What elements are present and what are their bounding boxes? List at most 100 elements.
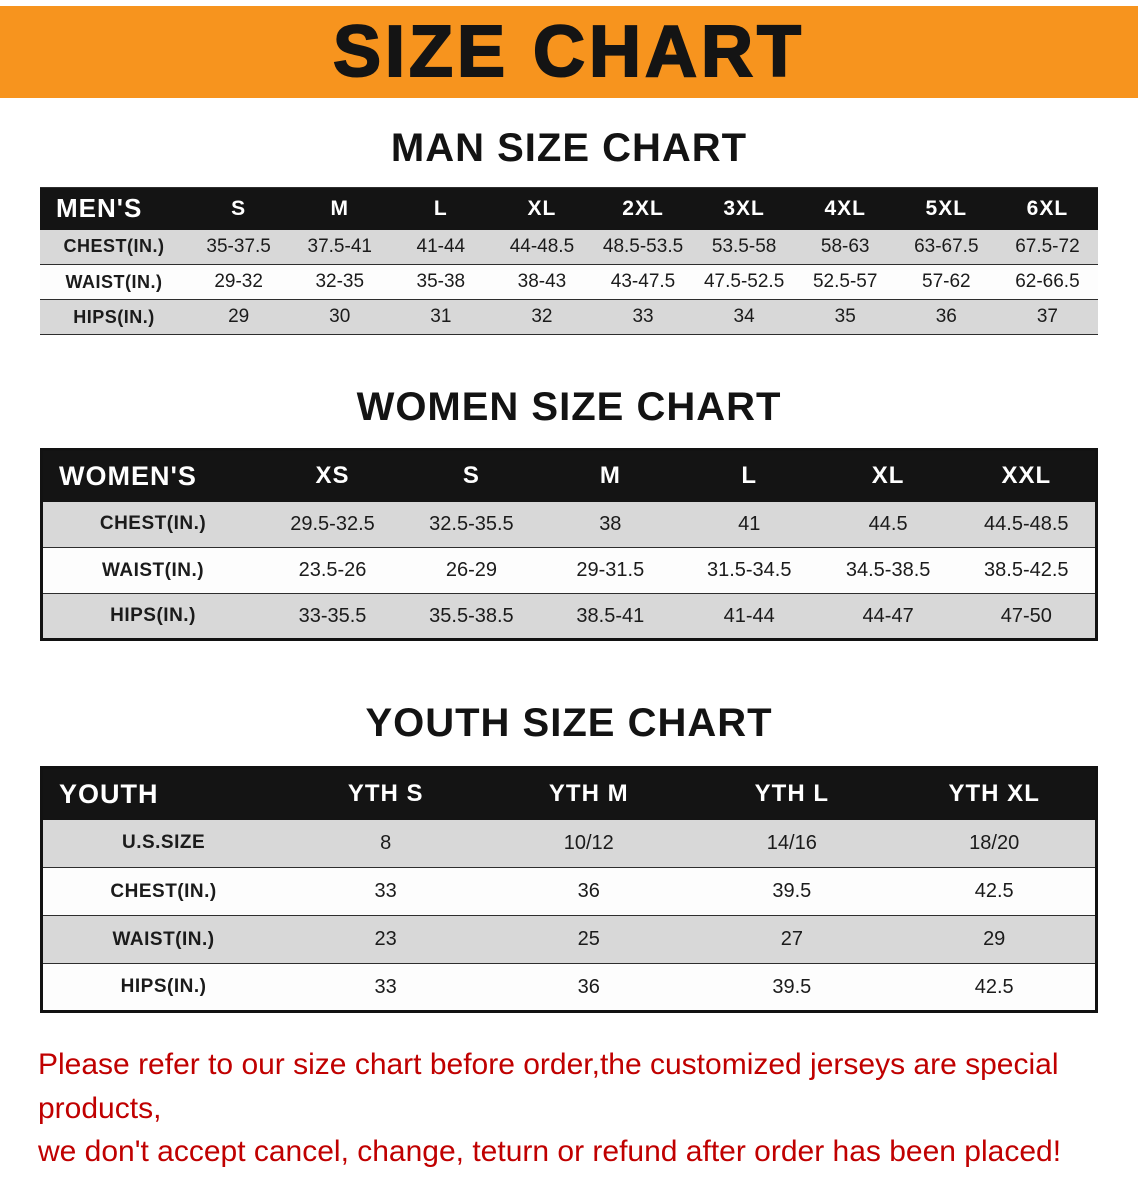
value-cell: 38.5-42.5 — [984, 559, 1069, 581]
size-header-cell: XL — [491, 187, 593, 230]
size-header-cell: M — [289, 187, 391, 230]
value-cell: 8 — [380, 831, 392, 854]
banner-title: SIZE CHART — [332, 11, 805, 93]
value-cell: 29-32 — [214, 271, 263, 292]
value-cell: 23.5-26 — [298, 559, 367, 581]
value-cell: 30 — [329, 306, 351, 327]
value-cell: 44-48.5 — [509, 235, 575, 257]
value-cell: 63-67.5 — [914, 235, 979, 257]
youth-size-table: YOUTH YTH S YTH M YTH L YTH XL U.S.SIZE 8 10/12… — [40, 766, 1098, 1013]
value-cell: 34 — [733, 306, 755, 327]
value-cell: 32 — [531, 306, 553, 327]
value-cell: 37 — [1036, 306, 1058, 327]
value-cell: 32.5-35.5 — [429, 512, 514, 535]
value-cell: 29 — [228, 306, 250, 327]
value-cell: 41 — [738, 512, 761, 535]
value-cell: 35-38 — [416, 271, 466, 292]
measurement-row: CHEST(IN.) 33 36 39.5 42.5 — [41, 867, 1097, 916]
row-label-cell: WAIST(IN.) — [112, 928, 215, 950]
table-header-row: YOUTH YTH S YTH M YTH L YTH XL — [41, 767, 1097, 820]
value-cell: 29-31.5 — [576, 559, 645, 581]
row-label-cell: WAIST(IN.) — [65, 271, 163, 292]
measurement-row: U.S.SIZE 8 10/12 14/16 18/20 — [41, 819, 1097, 868]
men-section-heading: MAN SIZE CHART — [390, 126, 748, 170]
value-cell: 52.5-57 — [812, 271, 878, 292]
value-cell: 43-47.5 — [610, 271, 676, 292]
size-header-cell: 6XL — [996, 187, 1098, 230]
size-header-cell: YTH M — [487, 767, 691, 820]
value-cell: 62-66.5 — [1015, 271, 1080, 292]
row-label-cell: HIPS(IN.) — [110, 605, 196, 626]
youth-size-section: YOUTH SIZE CHART YOUTH YTH S YTH M YTH L YTH… — [0, 701, 1138, 1013]
value-cell: 31.5-34.5 — [706, 559, 792, 581]
table-title-cell: MEN'S — [40, 187, 189, 230]
value-cell: 33 — [632, 306, 654, 327]
men-size-table: MEN'S S M L XL 2XL 3XL 4XL 5XL 6XL CHEST(IN.) 35-37… — [40, 187, 1098, 335]
value-cell: 44-47 — [862, 604, 914, 627]
value-cell: 38.5-41 — [576, 604, 645, 627]
value-cell: 25 — [577, 928, 600, 950]
size-header-cell: S — [188, 187, 290, 230]
value-cell: 47.5-52.5 — [703, 271, 785, 292]
value-cell: 44.5-48.5 — [984, 512, 1069, 535]
value-cell: 26-29 — [445, 559, 497, 581]
table-title-cell: YOUTH — [41, 767, 285, 820]
row-label-cell: CHEST(IN.) — [63, 236, 165, 257]
value-cell: 53.5-58 — [711, 235, 777, 257]
value-cell: 34.5-38.5 — [845, 559, 931, 581]
row-label-cell: HIPS(IN.) — [120, 976, 207, 997]
value-cell: 41-44 — [723, 604, 775, 627]
value-cell: 36 — [935, 306, 957, 327]
value-cell: 42.5 — [974, 975, 1014, 998]
row-label-cell: WAIST(IN.) — [101, 559, 205, 581]
measurement-row: HIPS(IN.) 29 30 31 32 33 34 35 36 37 — [40, 299, 1098, 335]
value-cell: 29.5-32.5 — [290, 512, 375, 535]
row-label-cell: CHEST(IN.) — [99, 513, 207, 535]
value-cell: 10/12 — [563, 831, 614, 854]
value-cell: 31 — [430, 306, 452, 327]
row-label-cell: U.S.SIZE — [121, 832, 206, 854]
disclaimer-note: Please refer to our size chart before or… — [38, 1043, 1100, 1174]
value-cell: 44.5 — [868, 512, 908, 535]
table-header-row: WOMEN'S XS S M L XL XXL — [41, 449, 1097, 502]
measurement-row: CHEST(IN.) 29.5-32.5 32.5-35.5 38 41 44.5 44.5… — [41, 501, 1097, 548]
size-header-cell: M — [540, 449, 680, 502]
size-header-cell: YTH XL — [893, 767, 1097, 820]
value-cell: 29 — [983, 928, 1006, 950]
disclaimer-line-2: we don't accept cancel, change, teturn o… — [38, 1135, 1062, 1168]
value-cell: 67.5-72 — [1015, 235, 1080, 257]
value-cell: 14/16 — [766, 831, 817, 854]
size-header-cell: S — [401, 449, 541, 502]
value-cell: 38-43 — [517, 271, 567, 292]
value-cell: 33-35.5 — [298, 604, 367, 627]
value-cell: 42.5 — [974, 880, 1014, 902]
disclaimer-line-1: Please refer to our size chart before or… — [38, 1048, 1059, 1125]
value-cell: 27 — [780, 928, 803, 950]
table-header-row: MEN'S S M L XL 2XL 3XL 4XL 5XL 6XL — [40, 187, 1098, 230]
value-cell: 33 — [374, 975, 397, 998]
value-cell: 57-62 — [922, 271, 971, 292]
measurement-row: WAIST(IN.) 23 25 27 29 — [41, 915, 1097, 964]
value-cell: 36 — [577, 975, 600, 998]
value-cell: 18/20 — [969, 831, 1020, 854]
size-header-cell: XXL — [957, 449, 1097, 502]
size-header-cell: 5XL — [895, 187, 997, 230]
size-header-cell: 4XL — [794, 187, 896, 230]
value-cell: 41-44 — [416, 235, 466, 257]
size-header-cell: YTH L — [690, 767, 894, 820]
size-header-cell: XL — [818, 449, 958, 502]
measurement-row: CHEST(IN.) 35-37.5 37.5-41 41-44 44-48.5 48.5… — [40, 229, 1098, 265]
value-cell: 39.5 — [772, 880, 812, 902]
value-cell: 33 — [374, 880, 397, 902]
measurement-row: HIPS(IN.) 33 36 39.5 42.5 — [41, 963, 1097, 1012]
value-cell: 35-37.5 — [206, 235, 271, 257]
value-cell: 38 — [599, 512, 622, 535]
value-cell: 37.5-41 — [307, 235, 372, 257]
value-cell: 35.5-38.5 — [429, 604, 514, 627]
measurement-row: HIPS(IN.) 33-35.5 35.5-38.5 38.5-41 41-44 44-… — [41, 593, 1097, 640]
measurement-row: WAIST(IN.) 23.5-26 26-29 29-31.5 31.5-34.5 34… — [41, 547, 1097, 594]
row-label-cell: HIPS(IN.) — [73, 306, 155, 327]
size-header-cell: 3XL — [693, 187, 795, 230]
size-header-cell: L — [679, 449, 819, 502]
size-header-cell: 2XL — [592, 187, 694, 230]
